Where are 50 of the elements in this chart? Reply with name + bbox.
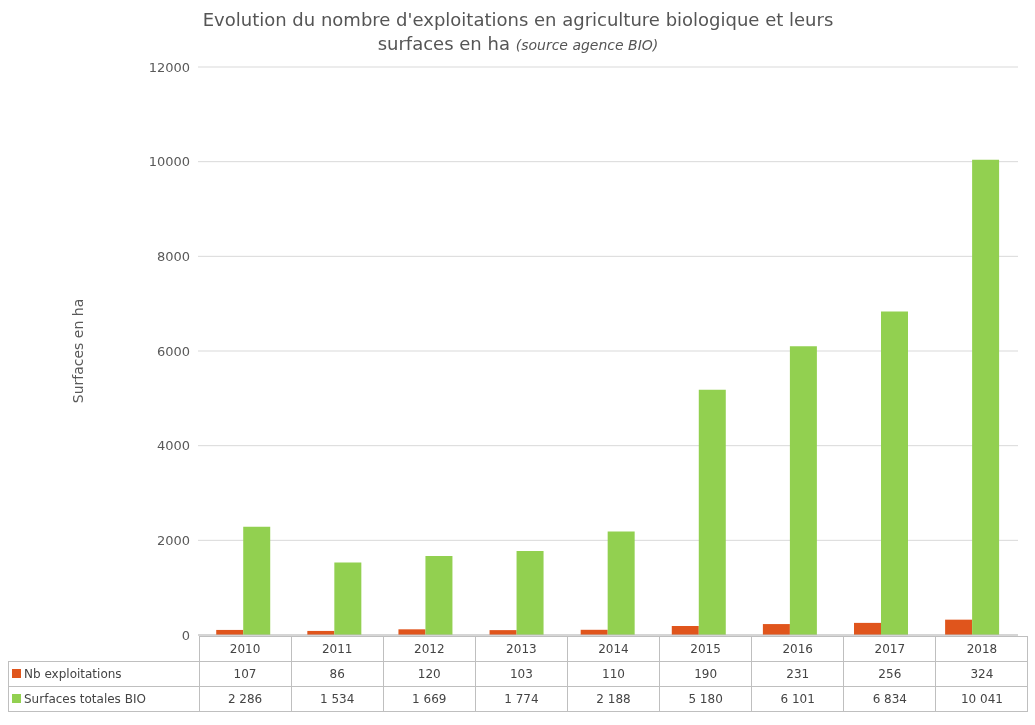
data-label: 86 [291,661,384,687]
y-tick-label: 4000 [156,438,190,454]
data-label: 103 [475,661,568,687]
y-tick-label: 8000 [156,248,190,264]
data-label: 2 188 [567,686,660,712]
legend-label: Nb exploitations [8,661,199,687]
bar [516,551,544,635]
x-tick-label: 2012 [383,636,476,662]
y-tick-label: 2000 [156,532,190,548]
x-tick-label: 2011 [291,636,384,662]
data-label: 5 180 [659,686,752,712]
x-tick-label: 2017 [843,636,936,662]
data-label: 2 286 [199,686,292,712]
y-tick-label: 10000 [148,154,190,170]
data-label: 256 [843,661,936,687]
text: (source agence BIO) [515,37,659,53]
x-tick-label: 2014 [567,636,660,662]
x-tick-label: 2013 [475,636,568,662]
y-axis-title: Surfaces en ha [69,298,86,404]
y-tick-label: 0 [181,627,190,643]
data-label: 1 774 [475,686,568,712]
data-label: 110 [567,661,660,687]
bar [789,346,817,635]
bar [972,159,1000,635]
bar [334,562,362,635]
y-tick-label: 6000 [156,343,190,359]
bar [698,389,726,635]
bar [945,619,973,635]
data-label: 1 534 [291,686,384,712]
legend-label: Surfaces totales BIO [8,686,199,712]
x-tick-label: 2015 [659,636,752,662]
data-label: 6 834 [843,686,936,712]
x-tick-label: 2018 [935,636,1028,662]
bar [762,624,790,635]
data-label: 231 [751,661,844,687]
data-label: 6 101 [751,686,844,712]
data-label: 190 [659,661,752,687]
bar [425,556,453,635]
data-label: 1 669 [383,686,476,712]
bar [854,622,881,635]
bar [881,311,908,635]
bar [243,526,271,635]
data-label: 107 [199,661,292,687]
y-tick-label: 12000 [148,59,190,75]
bar [607,531,635,635]
x-tick-label: 2016 [751,636,844,662]
data-label: 324 [935,661,1028,687]
data-label: 120 [383,661,476,687]
x-tick-label: 2010 [199,636,292,662]
data-label: 10 041 [935,686,1028,712]
